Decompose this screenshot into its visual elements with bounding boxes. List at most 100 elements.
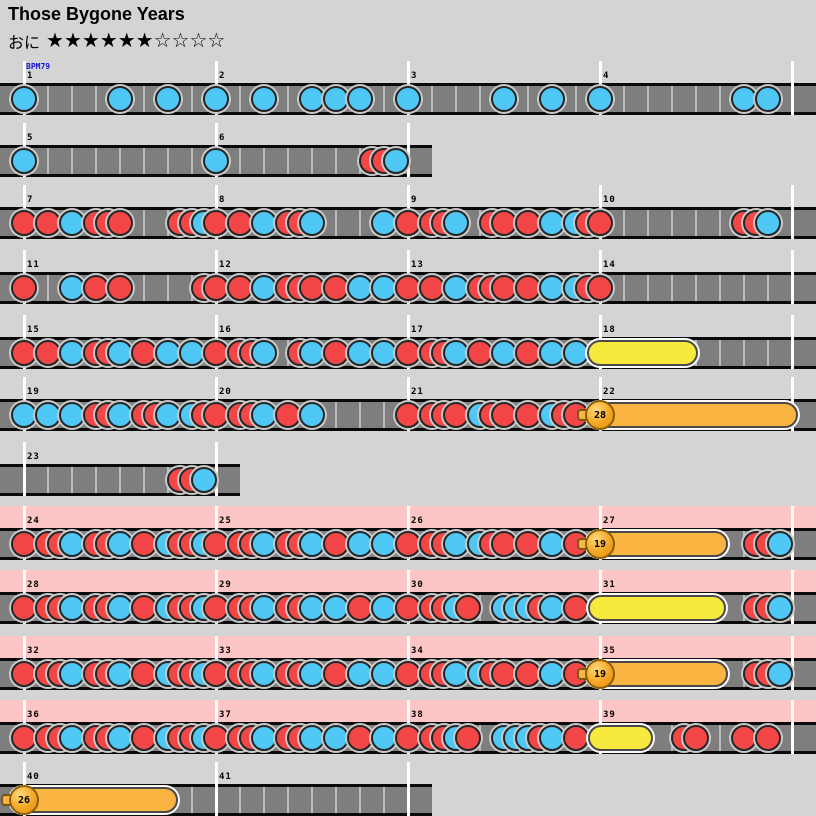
don-note: [491, 275, 517, 301]
ka-note: [767, 595, 793, 621]
ka-note: [299, 210, 325, 236]
ka-note: [251, 725, 277, 751]
measure-number: 23: [27, 452, 40, 462]
measure-number: 34: [411, 646, 424, 656]
ka-note: [59, 402, 85, 428]
ka-note: [767, 531, 793, 557]
measure-number: 3: [411, 71, 418, 81]
don-note: [11, 210, 37, 236]
ka-note: [767, 661, 793, 687]
beat-divider: [47, 275, 49, 301]
ka-note: [299, 402, 325, 428]
don-note: [395, 661, 421, 687]
don-note: [11, 531, 37, 557]
measure-number: 12: [219, 260, 232, 270]
ka-note: [251, 210, 277, 236]
don-note: [131, 725, 157, 751]
ka-note: [443, 661, 469, 687]
beat-divider: [71, 148, 73, 174]
beat-divider: [623, 86, 625, 112]
ka-note: [323, 725, 349, 751]
ka-note: [191, 467, 217, 493]
ka-note: [251, 661, 277, 687]
ka-note: [11, 148, 37, 174]
beat-divider: [287, 787, 289, 813]
measure-number: 9: [411, 195, 418, 205]
drumroll-bar: [588, 595, 726, 621]
measure-number: 13: [411, 260, 424, 270]
measure-number: 22: [603, 387, 616, 397]
ka-note: [179, 340, 205, 366]
ka-note: [443, 210, 469, 236]
ka-note: [731, 86, 757, 112]
ka-note: [539, 725, 565, 751]
ka-note: [155, 340, 181, 366]
don-note: [419, 275, 445, 301]
don-note: [11, 661, 37, 687]
measure-line: [23, 442, 26, 496]
chart-row: 23: [0, 442, 240, 496]
measure-number: 17: [411, 325, 424, 335]
bpm-label: BPM79: [26, 62, 51, 71]
beat-divider: [143, 210, 145, 236]
beat-divider: [695, 275, 697, 301]
beat-divider: [239, 86, 241, 112]
don-note: [131, 531, 157, 557]
measure-number: 18: [603, 325, 616, 335]
beat-divider: [719, 275, 721, 301]
beat-divider: [167, 148, 169, 174]
balloon-roll-bar: [586, 402, 798, 428]
don-note: [395, 340, 421, 366]
beat-divider: [95, 148, 97, 174]
ka-note: [107, 340, 133, 366]
don-note: [563, 725, 589, 751]
balloon-note: 19: [585, 659, 615, 689]
don-note: [491, 210, 517, 236]
don-note: [515, 661, 541, 687]
measure-line: [791, 61, 794, 115]
ka-note: [107, 531, 133, 557]
don-note: [395, 210, 421, 236]
ka-note: [155, 86, 181, 112]
measure-number: 41: [219, 772, 232, 782]
measure-number: 30: [411, 580, 424, 590]
don-note: [299, 275, 325, 301]
measure-number: 20: [219, 387, 232, 397]
measure-number: 19: [27, 387, 40, 397]
ka-note: [755, 210, 781, 236]
beat-divider: [695, 210, 697, 236]
don-note: [731, 725, 757, 751]
beat-divider: [167, 275, 169, 301]
beat-divider: [143, 148, 145, 174]
beat-divider: [719, 210, 721, 236]
beat-divider: [71, 86, 73, 112]
ka-note: [251, 531, 277, 557]
beat-divider: [479, 86, 481, 112]
don-note: [227, 210, 253, 236]
don-note: [11, 340, 37, 366]
ka-note: [59, 725, 85, 751]
ka-note: [35, 402, 61, 428]
ka-note: [299, 661, 325, 687]
measure-number: 29: [219, 580, 232, 590]
beat-divider: [671, 86, 673, 112]
beat-divider: [239, 148, 241, 174]
don-note: [203, 595, 229, 621]
measure-number: 28: [27, 580, 40, 590]
don-note: [131, 595, 157, 621]
don-note: [491, 531, 517, 557]
don-note: [323, 661, 349, 687]
ka-note: [107, 661, 133, 687]
ka-note: [587, 86, 613, 112]
don-note: [515, 275, 541, 301]
don-note: [11, 595, 37, 621]
measure-line: [791, 700, 794, 754]
measure-number: 15: [27, 325, 40, 335]
ka-note: [59, 661, 85, 687]
chart-row: 19 20 21 22 28: [0, 377, 816, 431]
chart-row: 7 8 9 10: [0, 185, 816, 239]
ka-note: [371, 340, 397, 366]
beat-divider: [191, 148, 193, 174]
difficulty-label: おに: [8, 35, 41, 52]
